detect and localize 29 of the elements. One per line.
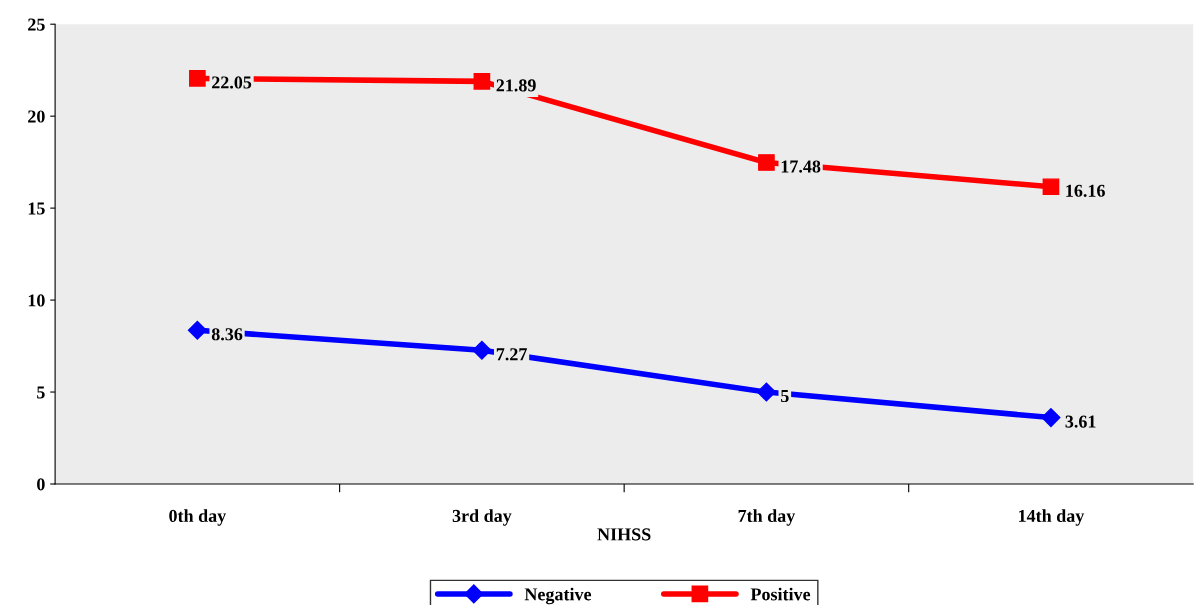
- legend-label: Negative: [524, 587, 592, 605]
- data-label: 8.36: [211, 328, 243, 341]
- point: [758, 154, 775, 171]
- y-tick-label: 0: [37, 478, 45, 491]
- x-tick-label: 7th day: [738, 509, 796, 526]
- point: [756, 382, 776, 402]
- y-tick-label: 20: [28, 110, 45, 123]
- data-label: 17.48: [781, 160, 821, 173]
- point: [473, 73, 491, 90]
- data-label: 5: [781, 390, 789, 403]
- y-tick-label: 10: [28, 294, 45, 307]
- point: [1042, 178, 1060, 196]
- data-label: 21.89: [496, 79, 536, 92]
- point: [189, 70, 206, 87]
- point: [1041, 408, 1061, 428]
- point: [187, 320, 207, 340]
- legend-label: Positive: [750, 587, 811, 601]
- x-tick-label: 0th day: [169, 509, 227, 526]
- x-axis-title: NIHSS: [597, 528, 651, 541]
- data-label: 16.16: [1066, 184, 1105, 197]
- y-tick-label: 15: [28, 202, 45, 215]
- data-label: 7.27: [496, 348, 527, 361]
- x-tick-label: 14th day: [1019, 509, 1085, 526]
- point: [472, 340, 492, 360]
- y-tick-label: 5: [37, 386, 45, 399]
- data-label: 3.61: [1065, 415, 1096, 428]
- data-label: 22.05: [212, 76, 252, 89]
- x-tick-label: 3rd day: [452, 509, 512, 526]
- y-tick-label: 25: [28, 18, 45, 31]
